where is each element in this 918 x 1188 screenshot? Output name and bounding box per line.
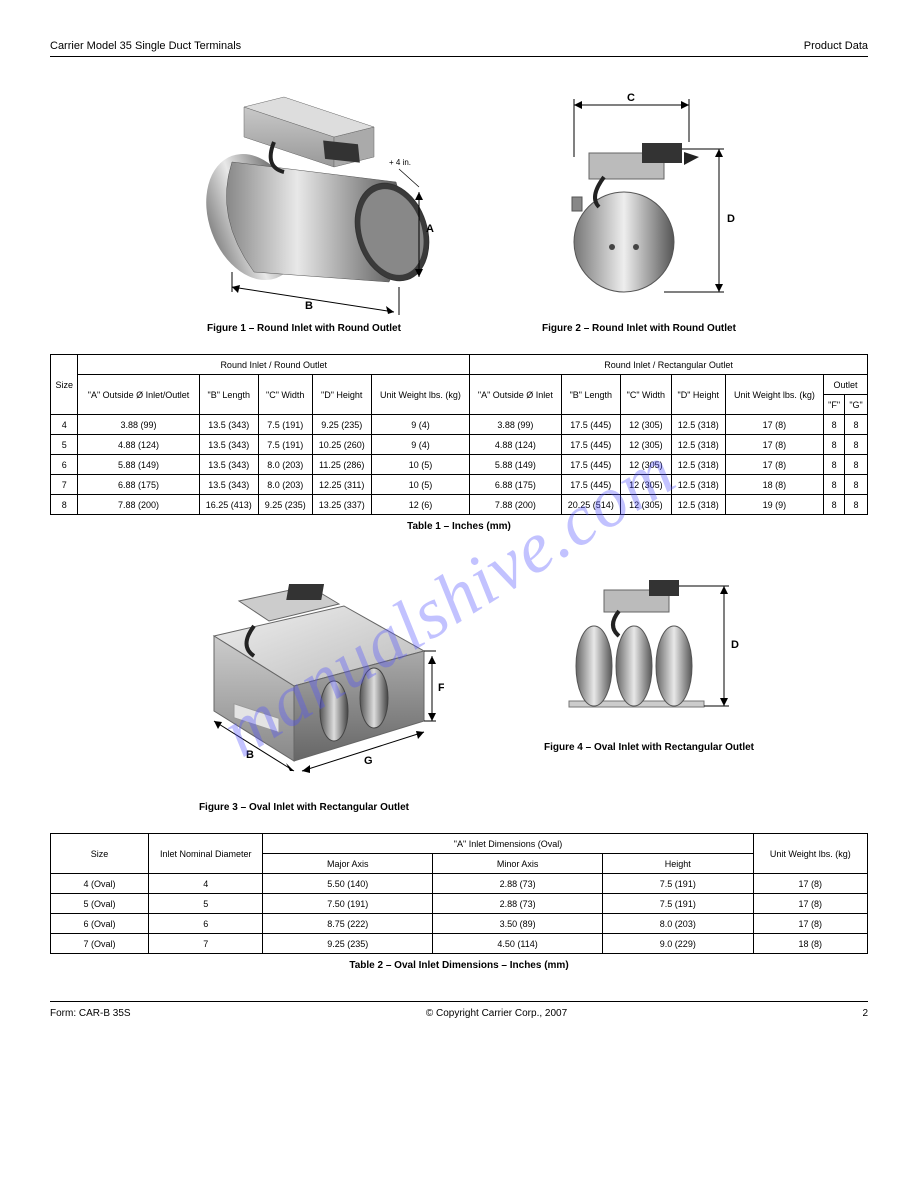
dim-g3: G <box>364 755 373 767</box>
footer-page: 2 <box>862 1008 868 1019</box>
figure-3-title: Figure 3 – Oval Inlet with Rectangular O… <box>164 802 444 813</box>
t1-rect-head: Round Inlet / Rectangular Outlet <box>470 355 868 375</box>
figure-4-title: Figure 4 – Oval Inlet with Rectangular O… <box>544 742 754 753</box>
footer-copyright: © Copyright Carrier Corp., 2007 <box>426 1008 567 1019</box>
section-label: Product Data <box>804 40 868 52</box>
dim-b3: B <box>246 749 254 761</box>
table-row: 76.88 (175)13.5 (343)8.0 (203)12.25 (311… <box>51 475 868 495</box>
figure-1-title: Figure 1 – Round Inlet with Round Outlet <box>174 323 434 334</box>
figure-2-title: Figure 2 – Round Inlet with Round Outlet <box>534 323 744 334</box>
dim-d-label: D <box>727 213 735 225</box>
table-row: 7 (Oval)79.25 (235)4.50 (114)9.0 (229)18… <box>51 934 868 954</box>
table-row: 87.88 (200)16.25 (413)9.25 (235)13.25 (3… <box>51 495 868 515</box>
t1-round-head: Round Inlet / Round Outlet <box>78 355 470 375</box>
table-1: Size Round Inlet / Round Outlet Round In… <box>50 354 868 515</box>
table-row: 5 (Oval)57.50 (191)2.88 (73)7.5 (191)17 … <box>51 894 868 914</box>
t1-size-head: Size <box>51 355 78 415</box>
dim-a-note: + 4 in. <box>389 158 411 167</box>
figure-4: D Figure 4 – Oval Inlet with Rectangular… <box>544 556 754 813</box>
dim-c-label: C <box>627 92 635 104</box>
table-row: 43.88 (99)13.5 (343)7.5 (191)9.25 (235)9… <box>51 415 868 435</box>
figure-2: C D Figure 2 – Round Inlet with Round Ou… <box>534 87 744 334</box>
figure-1: B A + 4 in. Figure 1 – Round Inlet with … <box>174 87 434 334</box>
dim-f3: F <box>438 682 444 694</box>
table-row: 6 (Oval)68.75 (222)3.50 (89)8.0 (203)17 … <box>51 914 868 934</box>
dim-a-label: A <box>426 223 434 235</box>
table-row: 4 (Oval)45.50 (140)2.88 (73)7.5 (191)17 … <box>51 874 868 894</box>
table-row: 54.88 (124)13.5 (343)7.5 (191)10.25 (260… <box>51 435 868 455</box>
table-row: 65.88 (149)13.5 (343)8.0 (203)11.25 (286… <box>51 455 868 475</box>
table-1-title: Table 1 – Inches (mm) <box>50 521 868 532</box>
dim-b-label: B <box>305 300 313 312</box>
figure-3: B G F Figure 3 – Oval Inlet with Rectang… <box>164 556 444 813</box>
table-2: Size Inlet Nominal Diameter "A" Inlet Di… <box>50 833 868 954</box>
footer-form: Form: CAR-B 35S <box>50 1008 131 1019</box>
doc-title: Carrier Model 35 Single Duct Terminals <box>50 40 241 52</box>
dim-d4: D <box>731 639 739 651</box>
table-2-title: Table 2 – Oval Inlet Dimensions – Inches… <box>50 960 868 971</box>
